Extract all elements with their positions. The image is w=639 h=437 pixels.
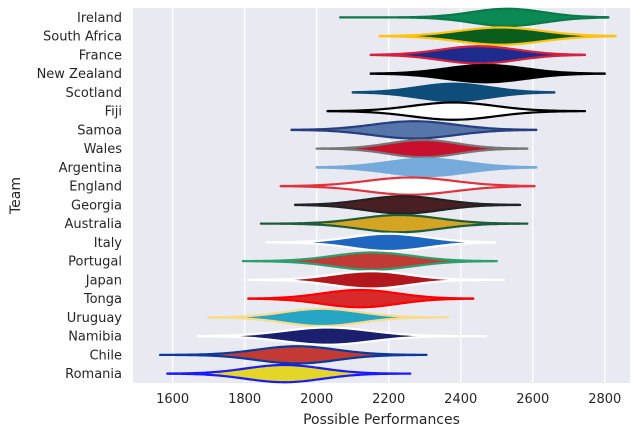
y-tick-label: Fiji — [105, 105, 122, 120]
violin-scotland — [351, 82, 556, 103]
y-tick-labels: Ireland South Africa France New Zealand Scot… — [37, 11, 123, 382]
violin-georgia — [293, 195, 522, 215]
violin-argentina — [315, 157, 538, 178]
y-tick-label: South Africa — [43, 30, 122, 45]
y-tick-label: Argentina — [59, 161, 122, 176]
y-tick-label: Australia — [64, 217, 122, 232]
y-tick-label: Uruguay — [67, 311, 123, 326]
y-tick-label: Portugal — [68, 255, 122, 270]
x-tick-label: 2400 — [444, 392, 477, 407]
violin-wales — [315, 138, 529, 159]
y-tick-label: New Zealand — [37, 67, 122, 82]
y-tick-label: Georgia — [71, 198, 122, 213]
y-axis-label: Team — [8, 177, 24, 215]
violin-japan — [247, 270, 506, 290]
x-axis-label: Possible Performances — [303, 412, 460, 428]
violin-france — [369, 45, 587, 65]
x-tick-labels: 1600 1800 2000 2200 2400 2600 2800 — [156, 392, 621, 407]
violin-italy — [265, 232, 497, 253]
violin-romania — [166, 363, 412, 384]
y-tick-label: France — [79, 48, 122, 63]
violin-ireland — [338, 7, 610, 28]
violin-australia — [259, 213, 529, 234]
y-tick-label: Romania — [65, 367, 122, 382]
x-tick-label: 2000 — [300, 392, 333, 407]
y-tick-label: Italy — [94, 236, 123, 251]
violin-samoa — [290, 120, 538, 140]
x-tick-label: 2800 — [588, 392, 621, 407]
violin-south-africa — [378, 26, 617, 46]
x-tick-label: 2600 — [516, 392, 549, 407]
violin-portugal — [241, 251, 498, 271]
violin-namibia — [196, 326, 488, 346]
y-tick-label: Wales — [84, 142, 123, 157]
y-tick-label: Ireland — [77, 11, 122, 26]
x-tick-label: 1600 — [156, 392, 189, 407]
violin-fiji — [326, 101, 587, 121]
y-tick-label: Namibia — [68, 330, 122, 345]
violin-tonga — [247, 288, 475, 309]
y-tick-label: Scotland — [65, 86, 122, 101]
violin-new-zealand — [369, 63, 606, 84]
violin-chile — [158, 345, 428, 365]
violin-uruguay — [207, 307, 450, 328]
x-tick-label: 2200 — [372, 392, 405, 407]
y-tick-label: England — [69, 180, 122, 195]
plot-background — [133, 8, 630, 383]
y-tick-label: Samoa — [77, 123, 122, 138]
y-tick-label: Tonga — [83, 292, 122, 307]
y-tick-label: Japan — [85, 273, 122, 288]
violins — [158, 7, 617, 384]
x-tick-label: 1800 — [228, 392, 261, 407]
y-tick-label: Chile — [89, 348, 122, 363]
violin-england — [279, 176, 536, 196]
